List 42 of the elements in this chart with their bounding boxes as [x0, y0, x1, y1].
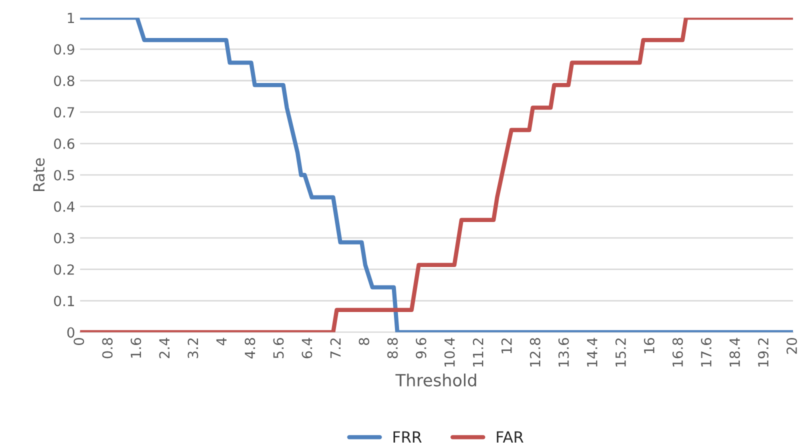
x-tick-label: 20: [786, 338, 798, 354]
y-tick-label: 1: [68, 12, 74, 23]
y-tick-label: 0.4: [54, 201, 74, 212]
y-tick-label: 0.9: [54, 44, 74, 55]
x-tick-label: 0.8: [102, 338, 113, 358]
legend-label: FRR: [394, 431, 422, 443]
x-tick-label: 1.6: [130, 338, 142, 358]
x-tick-label: 2.4: [159, 338, 170, 358]
x-tick-label: 4: [216, 338, 227, 346]
y-tick-label: 0.3: [54, 232, 74, 244]
x-tick-label: 18.4: [729, 338, 740, 367]
x-tick-label: 12: [501, 338, 512, 354]
x-tick-label: 3.2: [188, 338, 198, 358]
x-tick-label: 12.8: [530, 338, 540, 367]
y-tick-label: 0.1: [54, 296, 74, 306]
y-tick-label: 0.6: [54, 138, 74, 150]
x-tick-label: 7.2: [330, 338, 341, 358]
x-tick-label: 9.6: [416, 338, 426, 358]
y-tick-label: 0.8: [54, 76, 74, 86]
y-tick-label: 0.7: [54, 107, 74, 118]
y-tick-label: 0.5: [54, 170, 74, 180]
y-tick-label: 0: [67, 327, 74, 338]
x-tick-label: 0: [74, 338, 84, 346]
x-tick-label: 19.2: [758, 338, 769, 367]
x-tick-label: 17.6: [700, 338, 712, 367]
x-tick-label: 16: [644, 338, 654, 354]
x-tick-label: 15.2: [615, 338, 626, 367]
x-tick-label: 4.8: [244, 338, 256, 359]
x-tick-label: 5.6: [273, 338, 284, 358]
x-tick-label: 13.6: [558, 338, 569, 367]
legend-label: FAR: [496, 431, 524, 443]
x-tick-label: 8: [358, 338, 370, 346]
x-axis-title: Threshold: [395, 374, 476, 386]
y-tick-label: 0.2: [54, 264, 74, 275]
x-tick-label: 6.4: [302, 338, 312, 358]
y-axis-title: Rate: [33, 158, 45, 191]
line-series: [80, 18, 793, 332]
x-tick-label: 11.2: [472, 338, 484, 367]
x-tick-label: 14.4: [587, 338, 598, 367]
x-tick-label: 8.8: [387, 338, 398, 358]
x-tick-label: 10.4: [444, 338, 455, 367]
x-tick-label: 16.8: [672, 338, 683, 367]
